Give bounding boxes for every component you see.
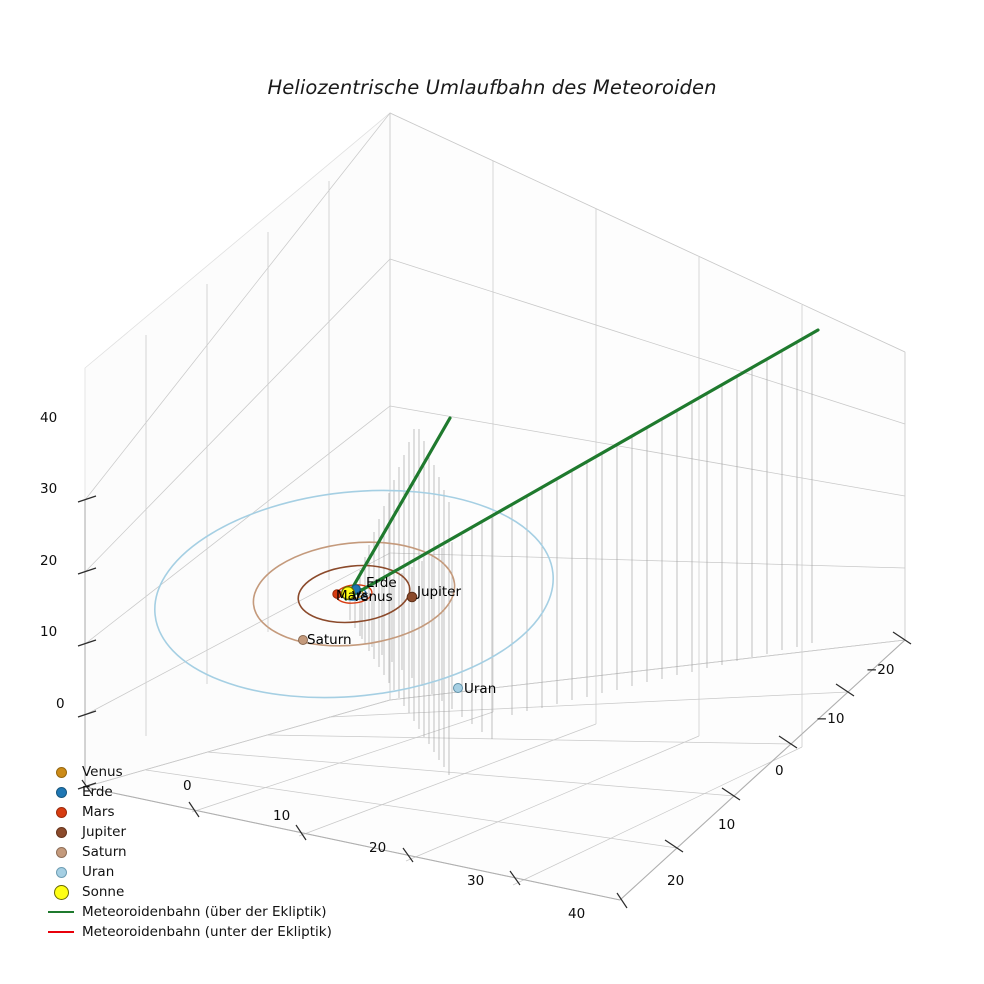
legend-label-mars: Mars: [82, 804, 115, 820]
legend-label-trajectory-above: Meteoroidenbahn (über der Ekliptik): [82, 904, 327, 920]
y-tick-marks: [664, 631, 912, 853]
y-tick-label-20: 20: [667, 873, 685, 889]
sonne-marker-icon: [44, 884, 78, 900]
z-tick-marks: [77, 495, 97, 790]
y-tick-label-10: 10: [718, 817, 736, 833]
y-axis-spine: [619, 639, 906, 901]
saturn-marker: [298, 635, 308, 645]
y-tick-label-minus10: −10: [816, 711, 845, 727]
legend-item-venus[interactable]: Venus: [44, 762, 344, 782]
sonne-marker: [341, 586, 355, 600]
z-tick-label-10: 10: [40, 624, 58, 640]
uran-marker: [453, 683, 463, 693]
x-tick-marks: [81, 779, 628, 909]
z-tick-label-40: 40: [40, 410, 58, 426]
jupiter-marker-icon: [44, 826, 78, 838]
trajectory-below-line-icon: [44, 931, 78, 933]
legend-item-trajectory-above[interactable]: Meteoroidenbahn (über der Ekliptik): [44, 902, 344, 922]
y-tick-label-minus20: −20: [866, 662, 895, 678]
y-tick-label-0: 0: [775, 763, 784, 779]
legend-label-trajectory-below: Meteoroidenbahn (unter der Ekliptik): [82, 924, 332, 940]
z-tick-label-20: 20: [40, 553, 58, 569]
jupiter-orbit: [297, 564, 411, 624]
trajectory-above-line-icon: [44, 911, 78, 913]
pane-right-back: [389, 112, 906, 701]
mars-label: Mars: [336, 588, 369, 604]
legend-item-mars[interactable]: Mars: [44, 802, 344, 822]
x-tick-label-40: 40: [568, 906, 586, 922]
x-tick-label-10: 10: [273, 808, 291, 824]
venus-marker-icon: [44, 766, 78, 778]
legend-label-venus: Venus: [82, 764, 123, 780]
trajectory-stems: [349, 334, 813, 775]
legend-label-jupiter: Jupiter: [82, 824, 127, 840]
legend-label-saturn: Saturn: [82, 844, 127, 860]
legend: Venus Erde Mars Jupiter Saturn: [44, 762, 344, 942]
legend-label-uran: Uran: [82, 864, 115, 880]
legend-item-trajectory-below[interactable]: Meteoroidenbahn (unter der Ekliptik): [44, 922, 344, 942]
page-title: Heliozentrische Umlaufbahn des Meteoroid…: [267, 76, 717, 99]
x-axis-spine: [84, 786, 621, 901]
x-tick-label-20: 20: [369, 840, 387, 856]
trajectory-above-ecliptic-branch-a: [344, 416, 452, 601]
jupiter-marker: [406, 591, 418, 603]
grid-right-y: [492, 161, 906, 747]
legend-label-sonne: Sonne: [82, 884, 125, 900]
meteoroid-trajectory: [344, 328, 820, 601]
x-tick-label-0: 0: [183, 778, 192, 794]
legend-item-uran[interactable]: Uran: [44, 862, 344, 882]
saturn-marker-icon: [44, 846, 78, 858]
legend-item-jupiter[interactable]: Jupiter: [44, 822, 344, 842]
planet-markers: [298, 584, 463, 693]
z-tick-label-0: 0: [56, 696, 65, 712]
erde-label: Erde: [366, 575, 397, 591]
legend-item-sonne[interactable]: Sonne: [44, 882, 344, 902]
x-tick-label-30: 30: [467, 873, 485, 889]
uran-orbit: [154, 489, 554, 699]
legend-item-saturn[interactable]: Saturn: [44, 842, 344, 862]
legend-label-erde: Erde: [82, 784, 113, 800]
grid-left-x: [145, 113, 391, 736]
saturn-label: Saturn: [307, 632, 352, 648]
trajectory-above-ecliptic-branch-b: [344, 328, 820, 601]
tick-marks: [77, 495, 912, 909]
saturn-orbit: [252, 541, 456, 647]
uran-label: Uran: [464, 681, 497, 697]
axes-panes: [84, 112, 907, 901]
uran-marker-icon: [44, 866, 78, 878]
legend-item-erde[interactable]: Erde: [44, 782, 344, 802]
erde-marker-icon: [44, 786, 78, 798]
venus-label: Venus: [352, 589, 393, 605]
jupiter-label: Jupiter: [417, 584, 462, 600]
mars-marker-icon: [44, 806, 78, 818]
z-tick-label-30: 30: [40, 481, 58, 497]
